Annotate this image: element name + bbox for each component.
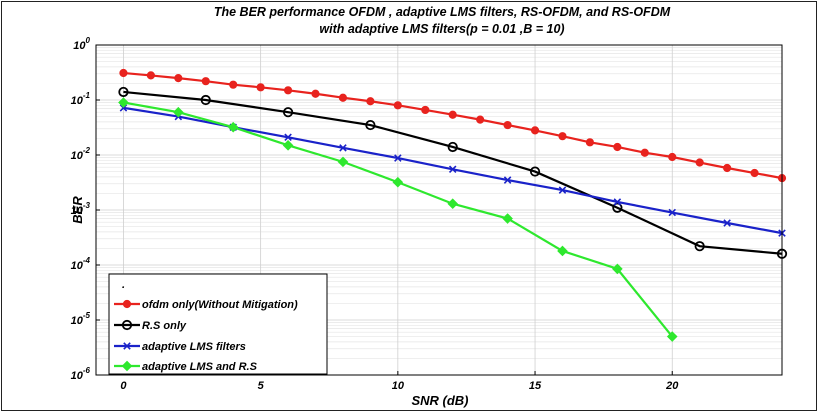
x-tick-label: 10	[392, 380, 405, 392]
data-point	[695, 158, 704, 167]
data-point	[476, 115, 485, 124]
data-point	[201, 77, 210, 86]
data-point	[282, 140, 294, 151]
y-tick-label: 10-4	[71, 256, 91, 272]
y-axis-label: BER	[70, 196, 85, 224]
legend-box	[108, 273, 328, 375]
data-point	[227, 121, 239, 133]
y-tick-label: 100	[73, 36, 90, 52]
y-tick-label: 10-2	[71, 146, 91, 162]
data-point	[448, 165, 457, 174]
data-point	[694, 241, 705, 252]
data-point	[447, 198, 459, 210]
x-tick-label: 20	[665, 380, 679, 392]
legend-entry: adaptive LMS and R.S	[114, 360, 258, 373]
series-line	[123, 90, 783, 255]
legend-label: ofdm only(Without Mitigation)	[142, 299, 298, 311]
data-point	[530, 126, 540, 135]
data-point	[612, 263, 623, 275]
data-point	[338, 93, 348, 102]
legend-label: adaptive LMS and R.S	[142, 361, 258, 373]
data-point	[448, 110, 457, 119]
data-point	[119, 104, 128, 112]
data-point	[366, 97, 375, 106]
legend-entry: ofdm only(Without Mitigation)	[114, 299, 298, 311]
y-tick-label: 10-5	[71, 311, 91, 327]
data-point	[558, 186, 567, 194]
data-point	[200, 94, 211, 106]
data-point	[668, 208, 677, 217]
data-point	[640, 148, 649, 157]
data-point	[394, 154, 402, 162]
data-point	[392, 176, 404, 188]
legend-dot: .	[122, 279, 125, 291]
data-point	[118, 86, 129, 98]
data-point	[723, 163, 732, 173]
chart-title-line-2: with adaptive LMS filters(p = 0.01 ,B = …	[319, 22, 564, 36]
legend-marker	[123, 342, 131, 350]
x-tick-label: 5	[258, 380, 265, 392]
y-tick-label: 10-3	[71, 201, 91, 217]
legend-entry: R.S only	[114, 319, 187, 332]
data-point	[339, 144, 347, 152]
chart-title-line-1: The BER performance OFDM , adaptive LMS …	[214, 5, 671, 19]
data-point	[668, 152, 677, 162]
data-point	[393, 101, 402, 110]
legend-marker	[122, 299, 132, 309]
data-point	[118, 97, 129, 108]
data-point	[613, 198, 622, 206]
legend-marker	[121, 360, 133, 372]
data-point	[557, 245, 568, 257]
data-point	[666, 331, 678, 342]
data-point	[256, 83, 265, 92]
axis-ticks: 0 5 10 15 20 100 10-1 10-2 10-3 10-4 10-5 10-6	[71, 36, 680, 392]
data-point	[613, 142, 622, 152]
data-point	[612, 202, 623, 213]
data-point	[421, 105, 430, 115]
data-point	[447, 141, 458, 153]
data-point	[174, 74, 183, 83]
data-point	[502, 213, 513, 224]
series-line	[123, 106, 783, 235]
data-point	[283, 86, 293, 95]
series-0	[119, 68, 787, 183]
x-tick-label: 0	[120, 380, 127, 392]
data-point	[503, 120, 512, 130]
data-point	[284, 133, 292, 142]
series-1	[118, 86, 788, 259]
data-point	[173, 106, 184, 118]
legend-marker	[121, 319, 133, 331]
y-tick-label: 10-1	[71, 91, 91, 107]
x-tick-label: 15	[529, 380, 542, 392]
data-point	[337, 156, 349, 168]
data-point	[503, 176, 512, 184]
data-point	[229, 80, 238, 89]
plot-area	[95, 44, 783, 376]
data-point	[119, 68, 128, 78]
data-point	[585, 138, 595, 147]
data-point	[723, 219, 731, 227]
legend-label: R.S only	[142, 320, 187, 332]
series-3	[118, 97, 678, 342]
data-point	[146, 71, 155, 80]
data-point	[558, 132, 567, 141]
y-tick-label: 10-6	[71, 366, 91, 382]
data-point	[750, 168, 759, 178]
data-point	[529, 166, 541, 177]
data-point	[282, 107, 294, 118]
data-point	[365, 119, 376, 131]
legend-label: adaptive LMS filters	[142, 341, 246, 353]
data-series	[118, 68, 788, 342]
legend: . ofdm only(Without Mitigation) R.S only a…	[108, 273, 328, 375]
x-axis-label: SNR (dB)	[411, 393, 468, 408]
data-point	[311, 89, 320, 98]
legend-entry: adaptive LMS filters	[114, 341, 246, 353]
